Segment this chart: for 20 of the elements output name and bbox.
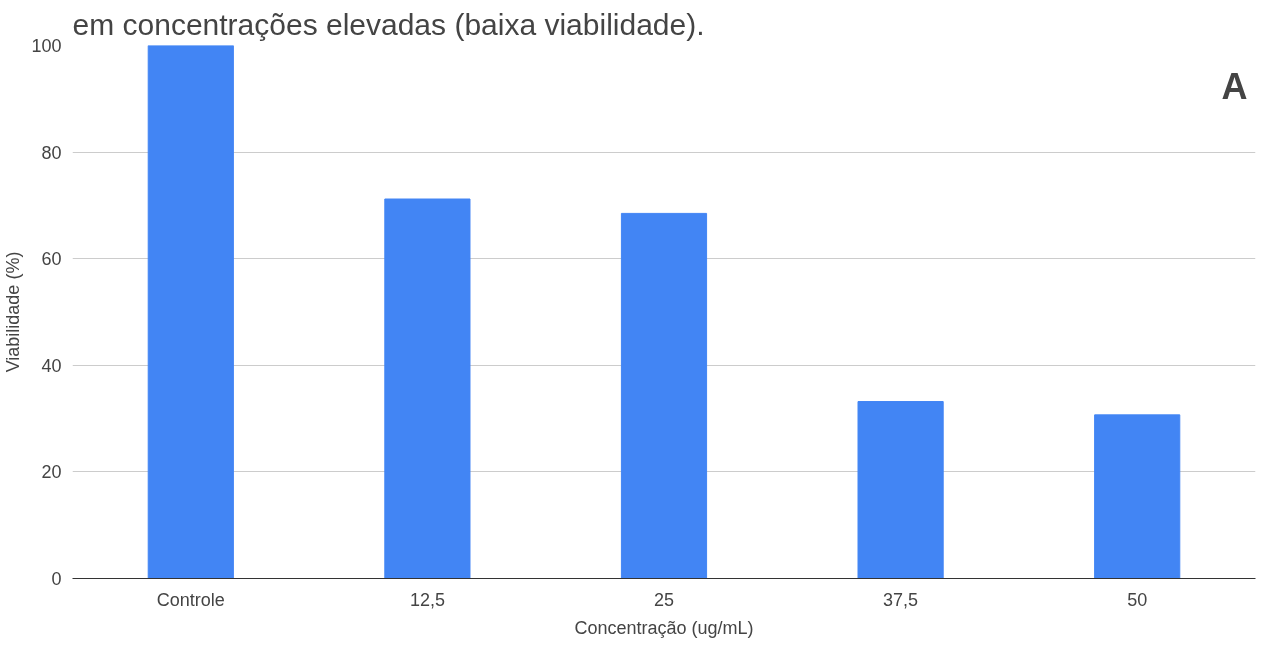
x-tick-label: 37,5 [883,589,919,610]
annotation: A [1221,65,1248,107]
x-axis-title: Concentração (ug/mL) [574,617,754,638]
y-tick-label: 80 [41,142,62,163]
y-axis-title: Viabilidade (%) [3,251,24,373]
y-tick-label: 20 [41,462,62,483]
bar [620,212,708,579]
y-tick-label: 0 [51,569,62,589]
bar [857,401,944,579]
x-tick-label: 50 [1127,589,1148,610]
bar [147,45,234,579]
x-tick-label: Controle [156,589,225,610]
y-tick-label: 60 [41,249,62,270]
y-tick-label: 100 [31,36,62,56]
bar [384,198,471,579]
x-tick-label: 25 [653,589,675,610]
bar [1094,414,1181,579]
y-tick-label: 40 [41,355,62,376]
chart-title: em concentrações elevadas (baixa viabilidade). [72,7,705,41]
x-tick-label: 12,5 [409,589,445,610]
